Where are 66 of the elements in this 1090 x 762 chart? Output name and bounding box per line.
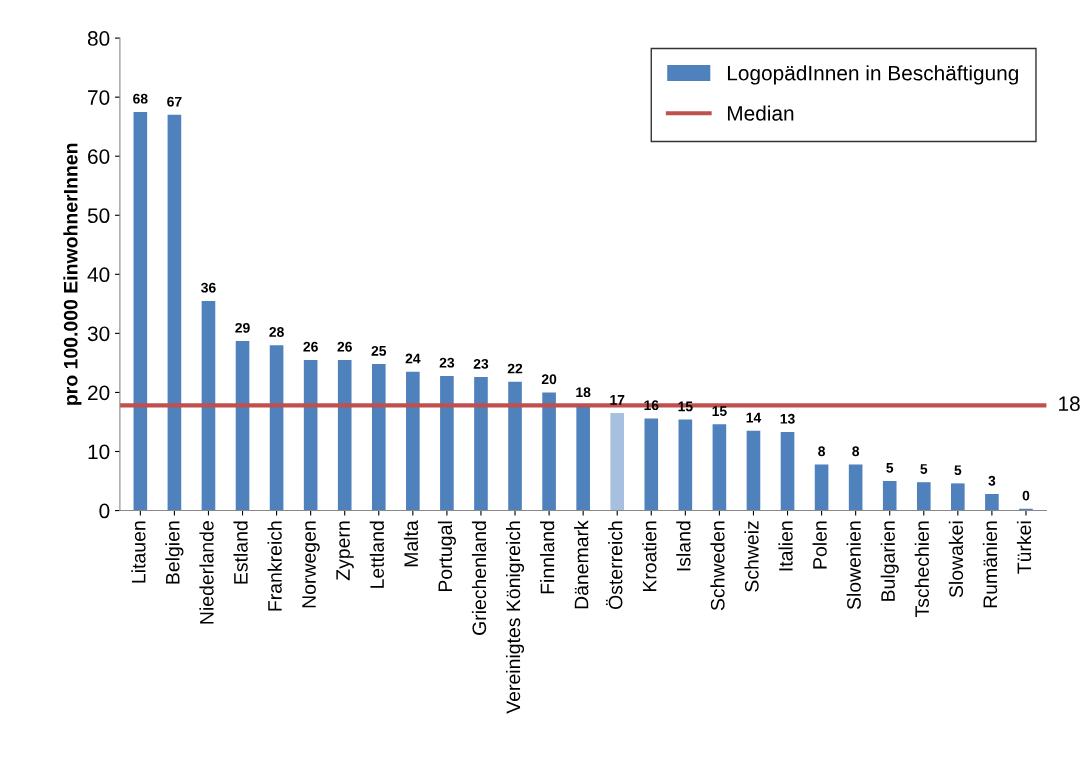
- legend-label: LogopädInnen in Beschäftigung: [727, 65, 1018, 85]
- x-tick-label: Schweden: [710, 521, 725, 611]
- data-label: 13: [780, 413, 795, 424]
- x-tick-label: Malta: [403, 520, 419, 567]
- data-label: 22: [507, 363, 523, 374]
- data-label: 14: [746, 412, 762, 423]
- x-tick-label: Vereinigtes Königreich: [505, 521, 525, 714]
- data-label: 29: [235, 322, 250, 333]
- x-tick-label: Italien: [778, 521, 793, 571]
- y-tick-label: 70: [88, 90, 110, 105]
- data-label: 36: [201, 282, 216, 293]
- x-tick-label: Estland: [233, 521, 248, 584]
- data-label: 5: [920, 464, 928, 474]
- legend-label: Median: [727, 105, 794, 121]
- x-tick-label: Slowakei: [948, 521, 964, 598]
- data-label: 68: [133, 93, 148, 104]
- data-label: 8: [852, 446, 860, 457]
- x-tick-label: Portugal: [437, 521, 456, 592]
- data-label: 25: [371, 345, 387, 356]
- data-label: 24: [405, 353, 421, 364]
- data-label: 23: [439, 357, 455, 368]
- data-label: 26: [303, 341, 318, 352]
- data-label: 20: [541, 374, 557, 385]
- data-label: 8: [818, 446, 826, 457]
- data-label: 18: [576, 387, 591, 398]
- x-tick-label: Griechenland: [471, 521, 487, 635]
- text: 18: [1059, 396, 1080, 412]
- x-tick-label: Norwegen: [302, 521, 320, 608]
- y-axis-title: pro 100.000 EinwohnerInnen: [63, 143, 82, 405]
- x-tick-label: Bulgarien: [880, 521, 899, 601]
- x-tick-label: Tschechien: [914, 521, 929, 618]
- y-tick-label: 80: [87, 31, 110, 46]
- data-label: 67: [167, 96, 182, 107]
- x-tick-label: Schweiz: [744, 521, 759, 592]
- data-label: 23: [473, 358, 489, 369]
- data-label: 15: [712, 406, 727, 417]
- data-label: 5: [886, 463, 894, 473]
- data-label: 0: [1022, 490, 1030, 501]
- y-tick-label: 20: [88, 385, 110, 401]
- data-label: 28: [269, 327, 284, 337]
- x-tick-label: Finnland: [540, 521, 555, 594]
- x-tick-label: Türkei: [1016, 521, 1032, 574]
- y-tick-label: 60: [88, 149, 110, 164]
- data-label: 16: [644, 400, 659, 411]
- x-tick-label: Zypern: [336, 521, 354, 581]
- x-tick-label: Slowenien: [846, 521, 861, 610]
- y-tick-label: 10: [88, 444, 110, 460]
- x-tick-label: Niederlande: [199, 521, 214, 624]
- data-label: 17: [610, 395, 625, 405]
- x-tick-label: Litauen: [131, 521, 146, 583]
- x-tick-label: Island: [676, 521, 691, 571]
- y-tick-label: 30: [87, 326, 110, 342]
- x-tick-label: Belgien: [165, 521, 184, 584]
- y-tick-label: 50: [87, 208, 110, 224]
- x-tick-label: Österreich: [605, 521, 623, 610]
- x-tick-label: Lettland: [369, 521, 384, 588]
- data-label: 26: [337, 341, 352, 352]
- x-tick-label: Rumänien: [982, 521, 998, 608]
- y-tick-label: 0: [99, 503, 110, 519]
- x-tick-label: Kroatien: [642, 521, 657, 592]
- data-label: 5: [954, 465, 962, 476]
- x-tick-label: Frankreich: [267, 521, 282, 611]
- x-tick-label: Dänemark: [574, 520, 589, 609]
- x-tick-label: Polen: [812, 521, 827, 569]
- data-label: 3: [988, 475, 996, 486]
- y-tick-label: 40: [87, 267, 110, 283]
